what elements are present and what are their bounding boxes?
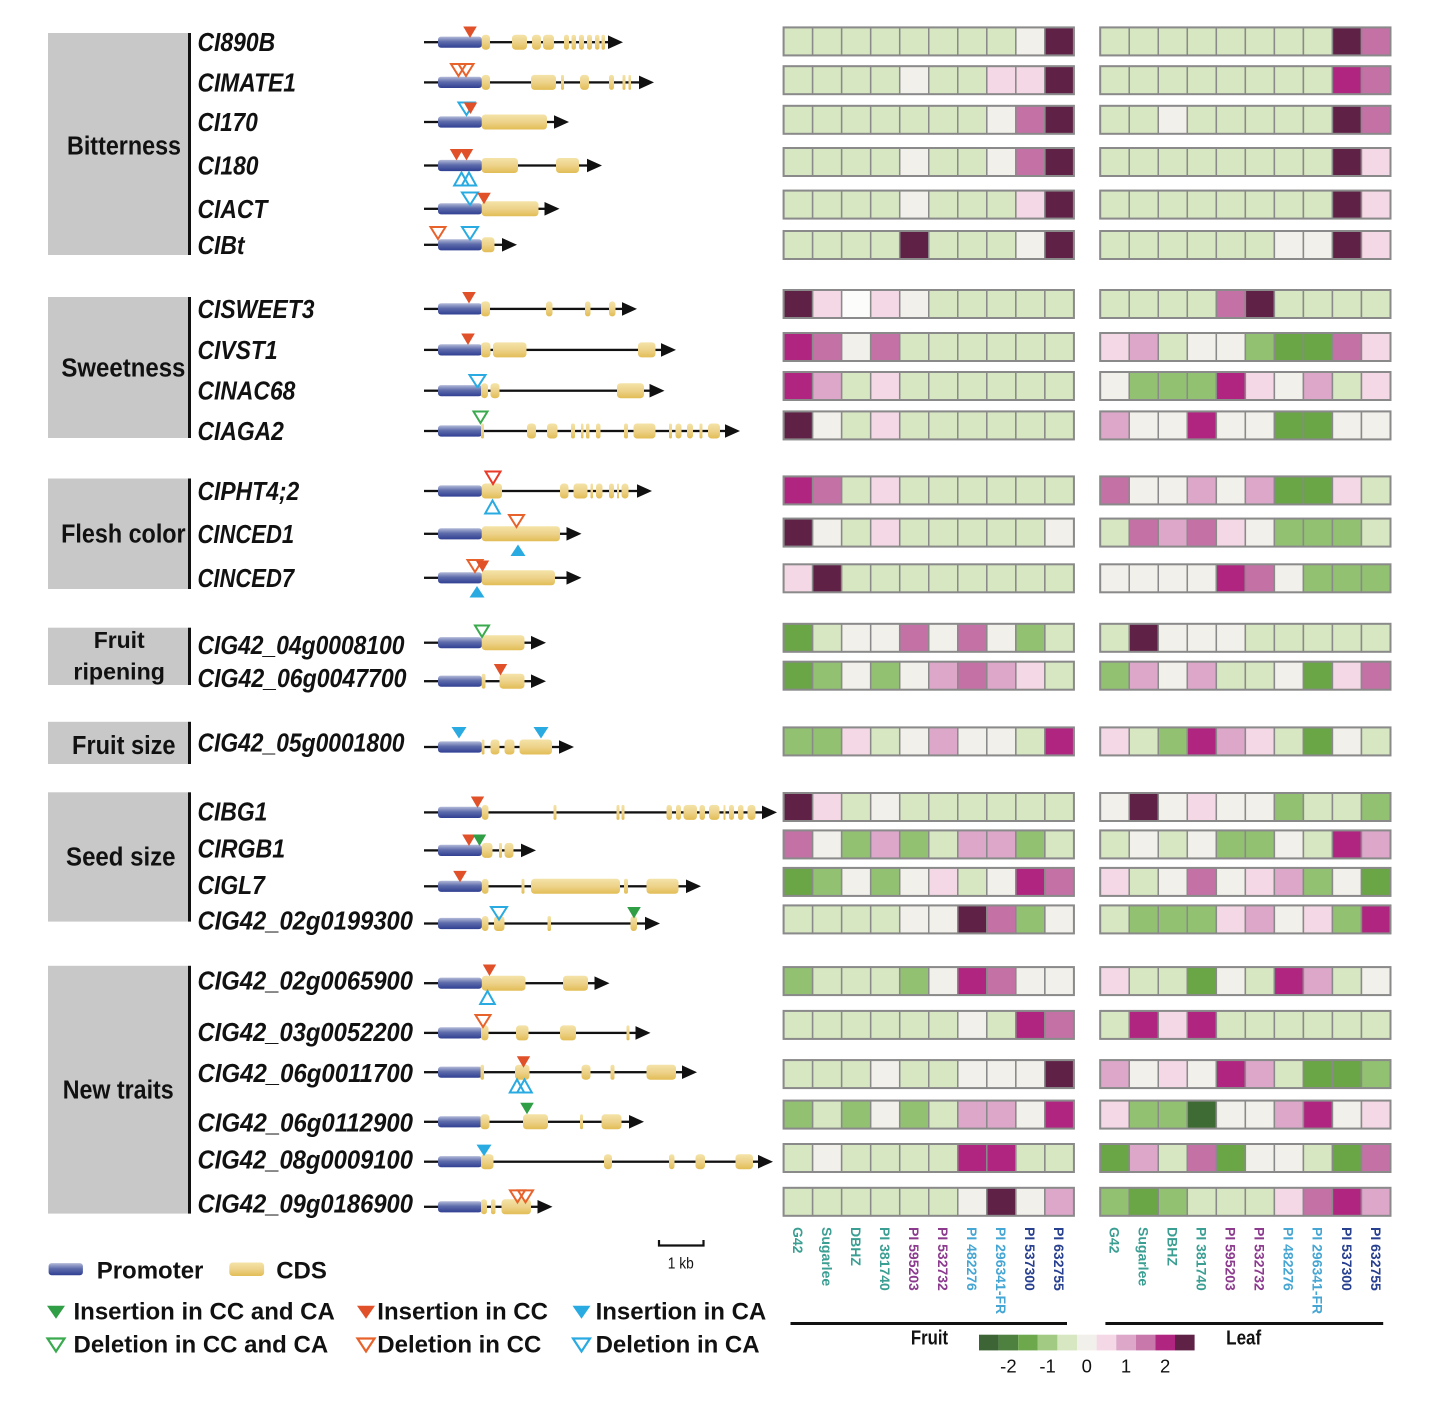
svg-text:CIAGA2: CIAGA2 (198, 416, 285, 446)
svg-text:CIG42_08g0009100: CIG42_08g0009100 (198, 1145, 414, 1175)
svg-text:CIG42_05g0001800: CIG42_05g0001800 (198, 728, 405, 758)
svg-text:2: 2 (1160, 1355, 1170, 1376)
svg-text:0: 0 (1082, 1355, 1092, 1376)
svg-text:CIG42_02g0065900: CIG42_02g0065900 (198, 966, 414, 996)
svg-text:Promoter: Promoter (97, 1258, 204, 1285)
svg-text:Seed size: Seed size (66, 844, 176, 872)
svg-text:Insertion in CC: Insertion in CC (377, 1299, 548, 1326)
svg-text:Bitterness: Bitterness (67, 133, 181, 161)
svg-text:Deletion in CC and CA: Deletion in CC and CA (74, 1332, 329, 1359)
svg-text:PI 381740: PI 381740 (1194, 1227, 1210, 1291)
svg-text:CINCED7: CINCED7 (198, 563, 296, 593)
svg-text:CIBG1: CIBG1 (198, 796, 268, 826)
svg-text:1: 1 (1121, 1355, 1131, 1376)
svg-text:Insertion in CA: Insertion in CA (596, 1299, 767, 1326)
svg-text:Fruit size: Fruit size (72, 732, 176, 760)
svg-text:CIVST1: CIVST1 (198, 335, 278, 365)
svg-text:CDS: CDS (276, 1258, 327, 1285)
svg-text:New traits: New traits (63, 1077, 174, 1105)
svg-text:CIG42_06g0112900: CIG42_06g0112900 (198, 1108, 414, 1138)
svg-text:CIG42_09g0186900: CIG42_09g0186900 (198, 1189, 414, 1219)
svg-text:PI 296341-FR: PI 296341-FR (993, 1227, 1009, 1314)
svg-text:CIG42_04g0008100: CIG42_04g0008100 (198, 630, 405, 660)
svg-text:ripening: ripening (73, 659, 165, 685)
svg-text:CI180: CI180 (198, 151, 259, 181)
svg-text:DBHZ: DBHZ (1165, 1227, 1181, 1266)
svg-text:CIRGB1: CIRGB1 (198, 834, 286, 864)
svg-text:CISWEET3: CISWEET3 (198, 294, 315, 324)
svg-text:PI 532732: PI 532732 (1252, 1227, 1268, 1291)
svg-text:1 kb: 1 kb (668, 1256, 694, 1273)
svg-text:CI890B: CI890B (198, 27, 276, 57)
svg-text:Insertion in CC and CA: Insertion in CC and CA (74, 1299, 335, 1326)
svg-text:PI 595203: PI 595203 (1223, 1227, 1239, 1291)
svg-text:Leaf: Leaf (1226, 1328, 1261, 1350)
svg-text:PI 482276: PI 482276 (964, 1227, 980, 1291)
svg-text:PI 632755: PI 632755 (1051, 1227, 1067, 1291)
svg-text:G42: G42 (790, 1227, 806, 1254)
svg-text:PI 632755: PI 632755 (1368, 1227, 1384, 1291)
svg-text:CIGL7: CIGL7 (198, 870, 267, 900)
svg-text:CIG42_02g0199300: CIG42_02g0199300 (198, 906, 414, 936)
svg-text:PI 482276: PI 482276 (1281, 1227, 1297, 1291)
svg-text:CIACT: CIACT (198, 194, 270, 224)
svg-text:Sugarlee: Sugarlee (819, 1227, 835, 1286)
svg-text:Deletion in CA: Deletion in CA (596, 1332, 760, 1359)
svg-text:CIPHT4;2: CIPHT4;2 (198, 476, 300, 506)
svg-text:CIBt: CIBt (198, 230, 246, 260)
svg-text:CIG42_06g0011700: CIG42_06g0011700 (198, 1058, 414, 1088)
svg-text:-2: -2 (1000, 1355, 1016, 1376)
svg-text:PI 296341-FR: PI 296341-FR (1310, 1227, 1326, 1314)
svg-text:CINAC68: CINAC68 (198, 376, 296, 406)
svg-text:Sweetness: Sweetness (61, 355, 185, 383)
svg-text:PI 381740: PI 381740 (877, 1227, 893, 1291)
svg-text:G42: G42 (1107, 1227, 1123, 1254)
svg-text:PI 595203: PI 595203 (906, 1227, 922, 1291)
svg-text:PI 537300: PI 537300 (1339, 1227, 1355, 1291)
svg-text:CIG42_03g0052200: CIG42_03g0052200 (198, 1017, 414, 1047)
svg-text:CINCED1: CINCED1 (198, 519, 295, 549)
svg-text:-1: -1 (1039, 1355, 1055, 1376)
svg-text:CIMATE1: CIMATE1 (198, 67, 296, 97)
svg-text:CIG42_06g0047700: CIG42_06g0047700 (198, 663, 407, 693)
svg-text:CI170: CI170 (198, 107, 259, 137)
svg-text:Sugarlee: Sugarlee (1136, 1227, 1152, 1286)
svg-text:Fruit: Fruit (911, 1328, 948, 1350)
svg-text:DBHZ: DBHZ (848, 1227, 864, 1266)
svg-text:Flesh color: Flesh color (61, 521, 186, 549)
svg-text:Fruit: Fruit (94, 627, 145, 653)
svg-text:PI 532732: PI 532732 (935, 1227, 951, 1291)
svg-text:Deletion in CC: Deletion in CC (377, 1332, 541, 1359)
svg-text:PI 537300: PI 537300 (1022, 1227, 1038, 1291)
